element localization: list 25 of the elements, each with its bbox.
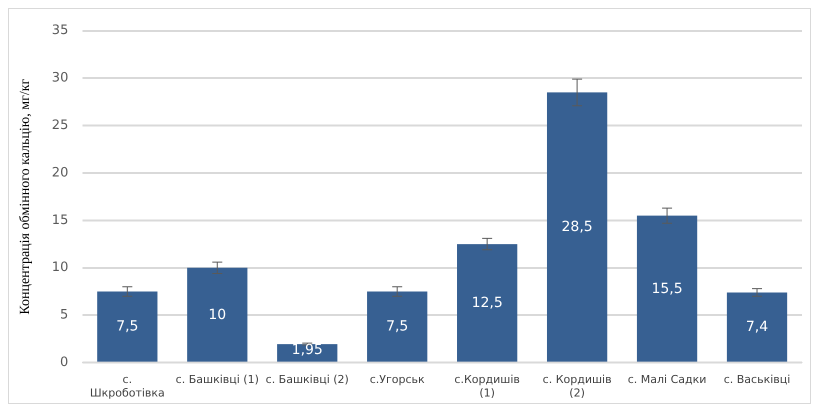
data-label: 7,5 — [116, 318, 138, 335]
data-label: 12,5 — [472, 294, 503, 311]
x-tick-label: с.Кордишів (1) — [454, 373, 520, 400]
y-tick-label: 35 — [52, 23, 68, 38]
data-label: 7,4 — [746, 319, 768, 336]
y-tick-label: 20 — [52, 165, 68, 180]
data-label: 15,5 — [651, 280, 683, 297]
y-tick-label: 15 — [52, 212, 68, 228]
x-tick-label: с. Башківці (2) — [266, 373, 349, 386]
y-tick-label: 30 — [52, 70, 68, 86]
y-tick-label: 5 — [60, 308, 68, 323]
x-tick-label: с. Шкроботівка — [90, 373, 165, 400]
y-tick-label: 0 — [60, 354, 68, 370]
x-tick-label: с. Кордишів (2) — [542, 373, 612, 400]
x-tick-label: с. Малі Садки — [628, 373, 706, 386]
y-axis-title: Концентрація обмінного кальцію, мг/кг — [18, 78, 34, 315]
y-tick-label: 10 — [52, 260, 68, 276]
y-tick-label: 25 — [52, 118, 68, 133]
x-tick-label: с.Угорськ — [370, 373, 425, 386]
data-label: 28,5 — [562, 219, 593, 236]
x-tick-label: с. Васьківці — [724, 373, 790, 386]
data-label: 10 — [208, 306, 226, 323]
data-label: 1,95 — [292, 342, 323, 358]
x-tick-label: с. Башківці (1) — [176, 373, 259, 386]
data-label: 7,5 — [386, 318, 408, 335]
